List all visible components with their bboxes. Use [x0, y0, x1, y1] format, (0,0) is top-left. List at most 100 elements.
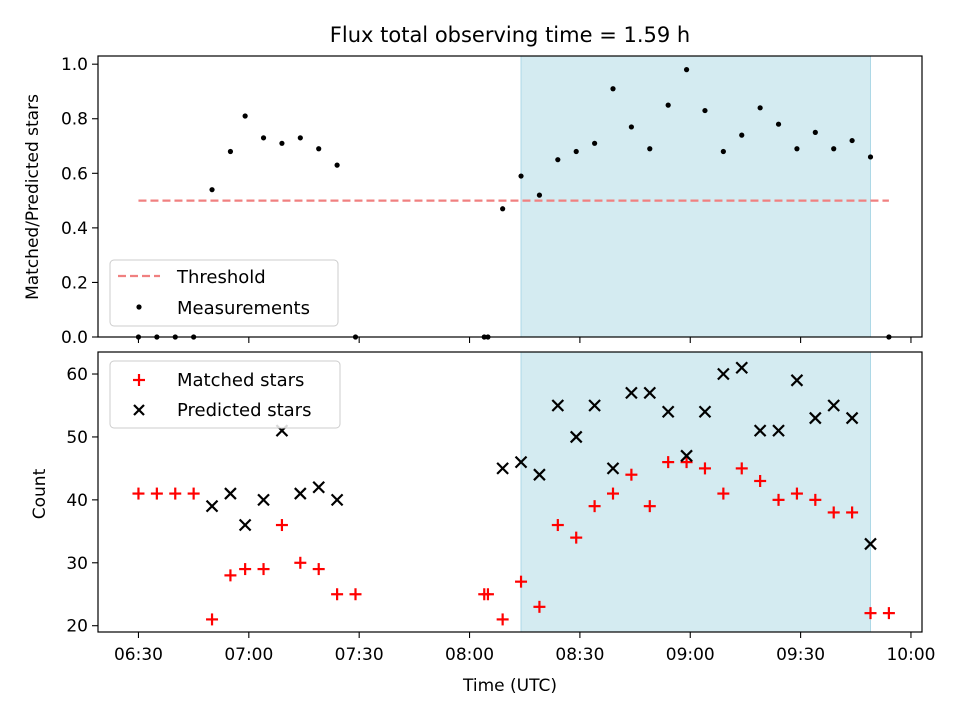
matched-star-point [717, 487, 730, 500]
legend-predicted-swatch [133, 404, 145, 416]
matched-star-point [312, 563, 325, 576]
top-panel: 0.0 0.2 0.4 0.6 0.8 1.0 Flux total observing … [23, 23, 923, 348]
legend-predicted-label: Predicted stars [177, 400, 311, 421]
predicted-star-point [680, 449, 693, 463]
matched-star-point [169, 487, 182, 500]
x-tick-label: 09:30 [776, 645, 825, 665]
x-tick-label: 08:00 [445, 645, 494, 665]
matched-star-point [187, 487, 200, 500]
measurement-point [683, 67, 690, 73]
measurement-point [849, 137, 855, 144]
top-y-tick-label: 0.8 [61, 110, 88, 130]
bottom-observing-window [520, 351, 871, 633]
matched-star-point [481, 588, 494, 601]
x-tick-label: 08:30 [555, 645, 604, 665]
measurement-point [573, 148, 579, 155]
matched-star-point [331, 588, 344, 601]
predicted-star-point [205, 499, 219, 513]
matched-star-point [150, 487, 163, 500]
matched-star-point [864, 607, 877, 620]
predicted-star-point [717, 367, 730, 381]
predicted-star-point [772, 424, 785, 437]
x-tick-label: 07:00 [224, 645, 273, 665]
bottom-plot-frame [97, 351, 923, 633]
matched-star-point [588, 500, 601, 513]
bottom-y-tick-label: 60 [66, 365, 88, 385]
predicted-star-point [569, 430, 583, 444]
matched-stars-series [132, 456, 895, 626]
predicted-star-point [551, 399, 565, 412]
measurement-point [628, 124, 634, 130]
measurement-point [316, 146, 322, 152]
top-observing-window [520, 55, 871, 338]
measurement-point [242, 113, 248, 119]
bottom-y-axis-label: Count [30, 468, 50, 519]
matched-star-point [662, 456, 675, 469]
predicted-star-point [625, 386, 638, 400]
predicted-star-point [809, 411, 822, 425]
predicted-star-point [238, 518, 252, 532]
matched-star-point [275, 519, 288, 532]
measurement-point [518, 173, 524, 179]
matched-star-point [349, 588, 362, 601]
measurement-point [647, 146, 653, 152]
predicted-star-point [753, 424, 767, 437]
predicted-star-point [588, 399, 601, 412]
matched-star-point [239, 563, 252, 576]
predicted-star-point [827, 399, 840, 412]
legend-matched-label: Matched stars [177, 370, 304, 391]
measurement-point [297, 135, 303, 141]
predicted-star-point [845, 411, 859, 425]
top-y-axis-label: Matched/Predicted stars [23, 94, 43, 300]
matched-star-point [643, 500, 656, 513]
top-legend: Threshold Measurements [109, 259, 339, 327]
matched-star-point [607, 487, 619, 500]
top-y-ticks: 0.0 0.2 0.4 0.6 0.8 1.0 [61, 55, 98, 348]
top-y-tick-label: 0.2 [61, 273, 88, 293]
matched-star-point [515, 575, 528, 588]
x-tick-label: 06:30 [114, 645, 163, 665]
x-tick-label: 10:00 [886, 645, 935, 665]
bottom-legend-box [109, 360, 341, 429]
predicted-stars-series [205, 361, 877, 551]
predicted-star-point [864, 537, 877, 551]
top-plot-frame [97, 55, 923, 338]
measurements-series [135, 67, 892, 340]
matched-star-point [496, 613, 509, 626]
bottom-y-tick-label: 40 [66, 491, 88, 511]
predicted-star-point [735, 361, 749, 375]
legend-measurements-label: Measurements [177, 298, 310, 319]
matched-star-point [754, 474, 767, 487]
predicted-star-point [790, 374, 804, 387]
bottom-y-tick-label: 20 [66, 617, 88, 637]
x-tick-label: 09:00 [666, 645, 715, 665]
predicted-star-point [698, 405, 712, 419]
legend-threshold-label: Threshold [176, 267, 266, 288]
matched-star-point [827, 506, 840, 519]
predicted-star-point [514, 455, 528, 469]
matched-star-point [698, 462, 711, 475]
matched-star-point [846, 506, 859, 519]
matched-star-point [772, 493, 785, 506]
top-legend-box [109, 259, 339, 327]
matched-star-point [882, 607, 895, 620]
bottom-panel: 20 30 40 50 60 06:30 07:00 07:30 08:00 08:30 09:0… [30, 351, 935, 696]
x-axis-label: Time (UTC) [462, 676, 557, 696]
measurement-point [720, 148, 726, 155]
top-y-tick-label: 0.0 [61, 328, 88, 348]
measurement-point [702, 107, 708, 114]
matched-star-point [551, 519, 564, 532]
predicted-star-point [643, 386, 657, 400]
matched-star-point [206, 613, 219, 626]
measurement-point [610, 86, 616, 92]
bottom-x-ticks: 06:30 07:00 07:30 08:00 08:30 09:00 09:30 10:00 [114, 632, 935, 665]
measurement-point [665, 102, 671, 108]
top-y-tick-label: 1.0 [61, 55, 88, 75]
predicted-star-point [312, 481, 325, 494]
measurement-point [555, 157, 561, 163]
measurement-point [739, 132, 745, 138]
measurement-point [209, 187, 215, 193]
measurement-point [831, 146, 837, 152]
chart-title: Flux total observing time = 1.59 h [330, 23, 690, 47]
